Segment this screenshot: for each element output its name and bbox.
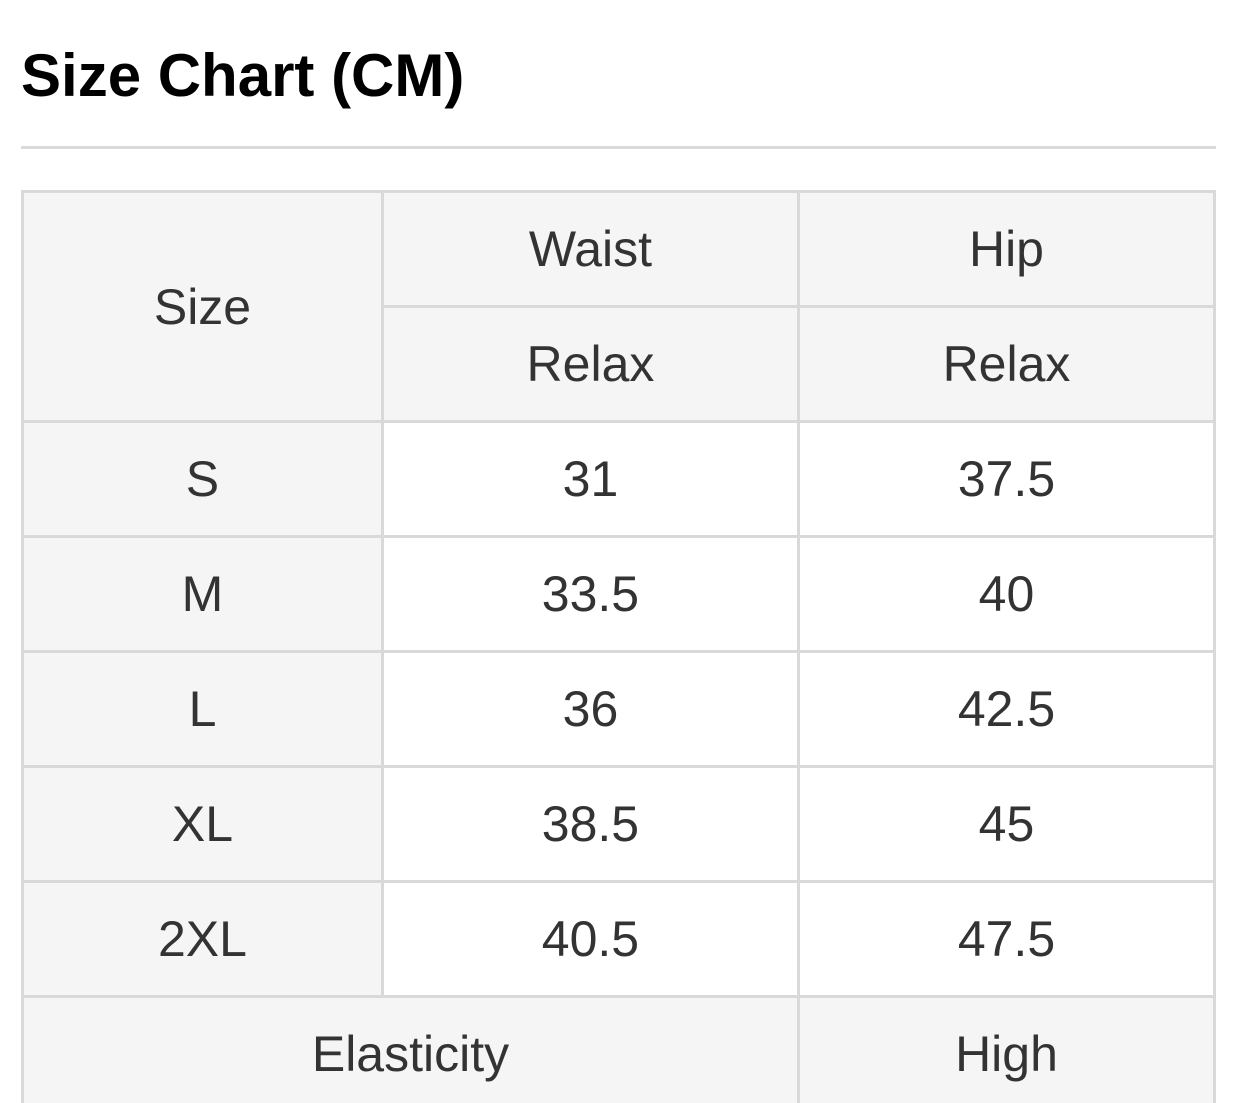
col-subheader-waist-fit: Relax [380,305,800,423]
title-divider [21,146,1216,149]
elasticity-label-cell: Elasticity [21,995,800,1103]
col-header-waist: Waist [380,190,800,308]
hip-value-cell: 40 [796,535,1217,653]
size-chart-body: S 31 37.5 M 33.5 40 L 36 42.5 XL 38.5 45… [21,420,1217,998]
table-row: S 31 37.5 [21,420,1217,538]
hip-value-cell: 37.5 [796,420,1217,538]
waist-value-cell: 40.5 [380,880,800,998]
size-chart-table: Size Waist Hip Relax Relax S 31 37.5 M 3… [21,190,1217,1103]
size-cell: XL [21,765,384,883]
size-cell: S [21,420,384,538]
waist-value-cell: 33.5 [380,535,800,653]
hip-value-cell: 47.5 [796,880,1217,998]
size-cell: M [21,535,384,653]
table-row: L 36 42.5 [21,650,1217,768]
size-chart-header: Size Waist Hip Relax Relax [21,190,1217,423]
size-cell: 2XL [21,880,384,998]
waist-value-cell: 31 [380,420,800,538]
header-row-fit: Relax Relax [23,305,1217,423]
col-subheader-hip-fit: Relax [796,305,1217,423]
size-chart-footer: Elasticity High [21,995,1217,1103]
waist-value-cell: 38.5 [380,765,800,883]
col-header-size: Size [21,190,384,423]
elasticity-row: Elasticity High [21,995,1217,1103]
waist-value-cell: 36 [380,650,800,768]
table-row: 2XL 40.5 47.5 [21,880,1217,998]
page-title: Size Chart (CM) [21,42,465,109]
hip-value-cell: 45 [796,765,1217,883]
table-row: M 33.5 40 [21,535,1217,653]
table-row: XL 38.5 45 [21,765,1217,883]
hip-value-cell: 42.5 [796,650,1217,768]
size-cell: L [21,650,384,768]
elasticity-value-cell: High [796,995,1217,1103]
col-header-hip: Hip [796,190,1217,308]
header-row-measure: Size Waist Hip [21,190,1217,423]
